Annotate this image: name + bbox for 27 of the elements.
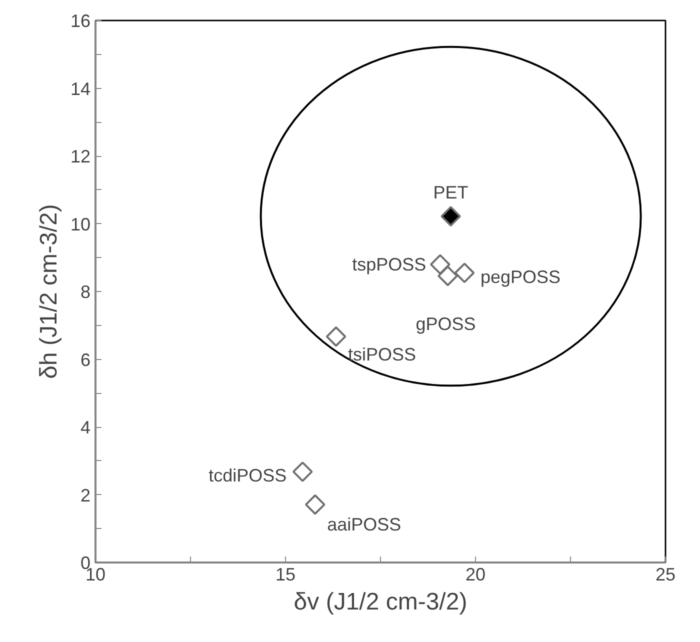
point (326, 326, 346, 347)
point (292, 462, 313, 482)
x-tick-label: 25 (655, 564, 676, 584)
x-axis-title: δv (J1/2 cm-3/2) (294, 588, 468, 616)
y-tick-label: 6 (80, 350, 91, 370)
series-label: PET (433, 182, 468, 202)
series-label: tsiPOSS (348, 344, 416, 365)
point (438, 266, 458, 286)
series-label: pegPOSS (480, 266, 561, 287)
y-tick-label: 12 (70, 146, 91, 166)
point (430, 254, 450, 275)
text: gPOSS (416, 314, 476, 334)
series-label: tspPOSS (352, 254, 426, 274)
y-tick-label: 16 (70, 11, 91, 31)
y-tick-label: 14 (70, 78, 91, 99)
y-tick-label: 4 (80, 418, 91, 438)
series-label: tcdiPOSS (208, 466, 287, 486)
y-axis-title: δh (J1/2 cm-3/2) (35, 204, 62, 379)
point (440, 206, 461, 226)
x-tick-label: 15 (275, 564, 296, 584)
y-tick-label: 8 (80, 282, 91, 302)
y-tick-label: 10 (70, 214, 91, 234)
y-tick-label: 2 (80, 485, 91, 506)
x-tick-label: 20 (465, 564, 486, 584)
series-label: aaiPOSS (327, 514, 402, 535)
point (454, 262, 475, 284)
point (304, 494, 326, 515)
